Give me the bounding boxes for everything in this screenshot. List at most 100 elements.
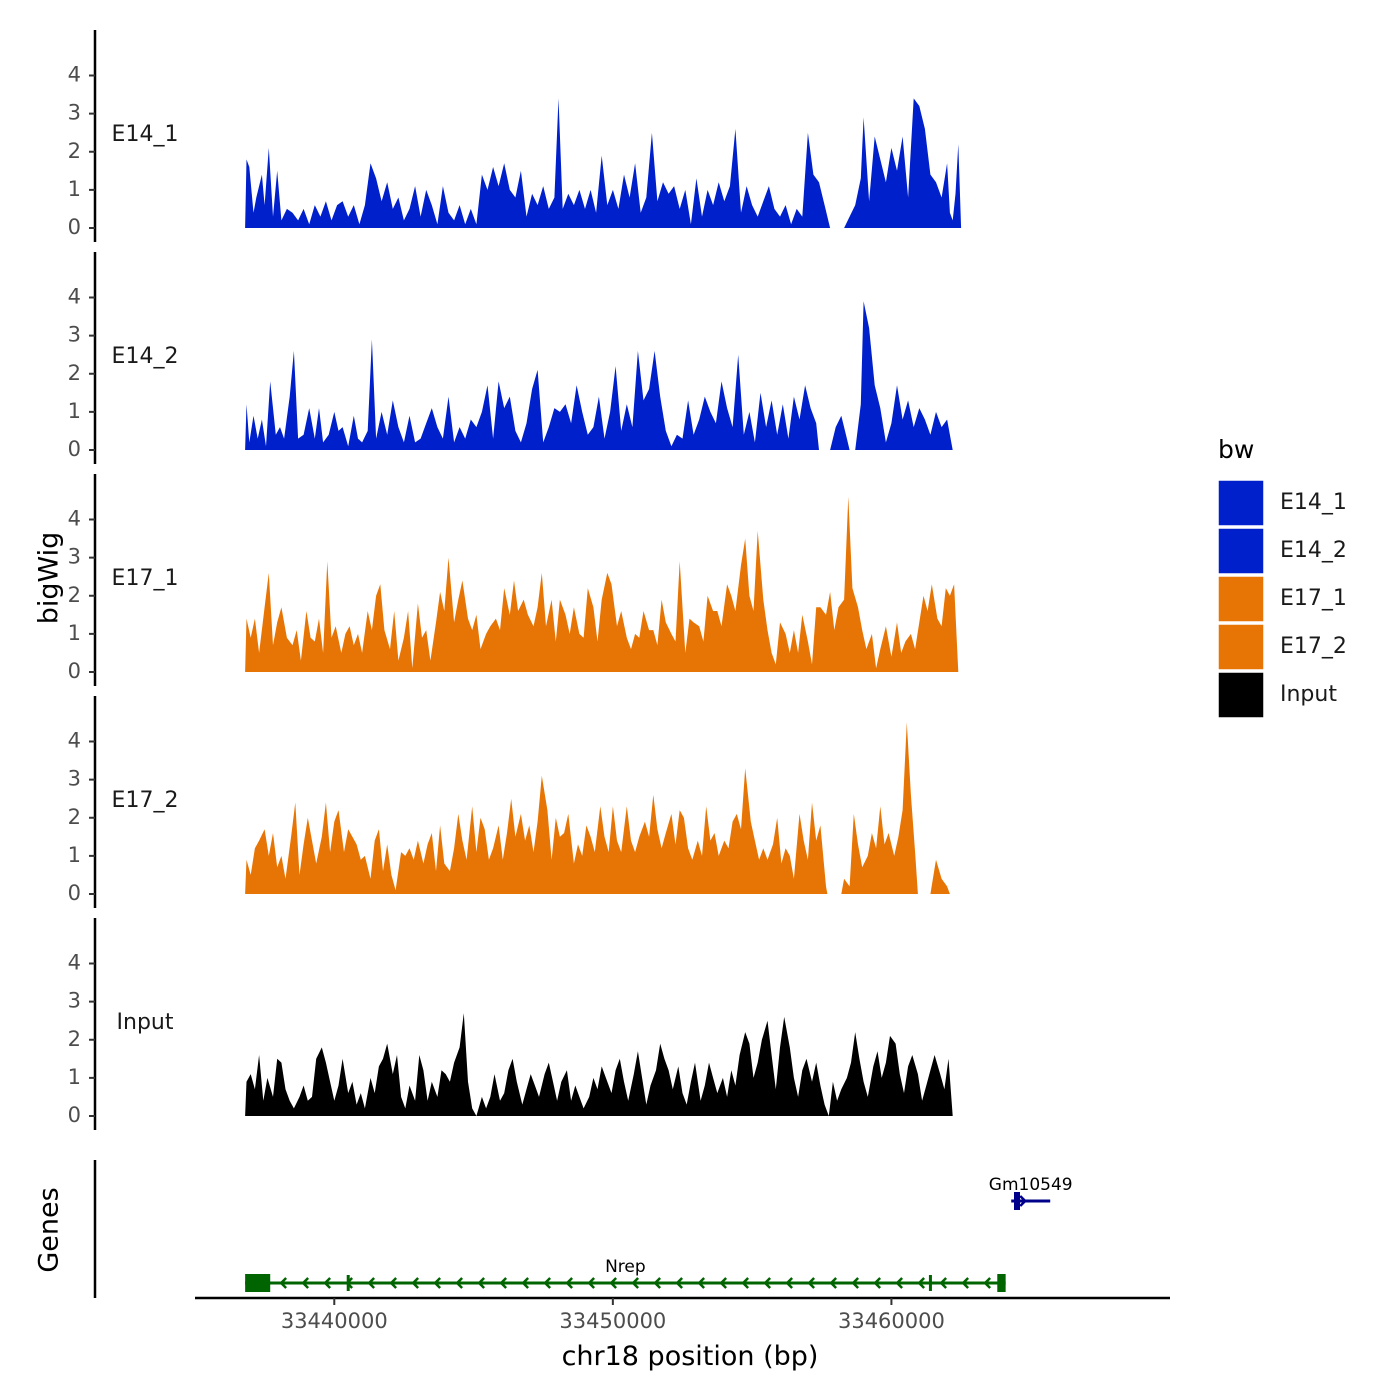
strand-chevron — [587, 1277, 596, 1289]
strand-chevron — [653, 1277, 662, 1289]
y-tick-label: 3 — [68, 989, 81, 1013]
genes-panel: Nrep Gm10549 — [93, 1160, 1073, 1298]
strand-chevron — [609, 1277, 618, 1289]
strand-chevron — [279, 1277, 288, 1289]
strand-chevron — [389, 1277, 398, 1289]
track-panel-E17_2: 0 1 2 3 4 E17_2 — [68, 696, 950, 908]
y-tick-label: 2 — [68, 1027, 81, 1051]
strand-chevron — [763, 1277, 772, 1289]
y-tick-label: 0 — [68, 659, 81, 683]
track-label-Input: Input — [117, 1010, 174, 1035]
strand-chevron — [873, 1277, 882, 1289]
legend-swatch-E14_1 — [1217, 479, 1265, 527]
track-panel-Input: 0 1 2 3 4 Input — [68, 918, 953, 1130]
strand-chevron — [631, 1277, 640, 1289]
y-tick-label: 4 — [68, 951, 81, 975]
y-tick-label: 2 — [68, 139, 81, 163]
legend-label-E14_2: E14_2 — [1280, 538, 1347, 563]
y-tick-label: 1 — [68, 1065, 81, 1089]
track-panel-E17_1: 0 1 2 3 4 E17_1 — [68, 474, 959, 686]
coverage-area-E17_1 — [245, 496, 959, 672]
x-tick-label: 33450000 — [559, 1309, 666, 1333]
y-tick-label: 3 — [68, 101, 81, 125]
y-tick-label: 1 — [68, 843, 81, 867]
coverage-area-E14_2 — [245, 301, 953, 450]
strand-chevron — [565, 1277, 574, 1289]
y-tick-label: 4 — [68, 729, 81, 753]
strand-chevron — [675, 1277, 684, 1289]
track-label-E17_2: E17_2 — [112, 788, 179, 813]
x-tick-label: 33460000 — [838, 1309, 945, 1333]
strand-chevron — [851, 1277, 860, 1289]
gene-exon — [997, 1274, 1006, 1292]
gene-Gm10549: Gm10549 — [989, 1175, 1073, 1210]
genes-axis-title: Genes — [34, 1187, 65, 1272]
legend: bw E14_1 E14_2 E17_1 E17_2 Input — [1217, 435, 1347, 719]
track-panel-E14_1: 0 1 2 3 4 E14_1 — [68, 30, 962, 242]
gene-exon — [1014, 1192, 1020, 1210]
strand-chevron — [543, 1277, 552, 1289]
x-axis: 33440000 33450000 33460000 — [195, 1296, 1170, 1333]
strand-chevron — [785, 1277, 794, 1289]
y-tick-label: 2 — [68, 805, 81, 829]
strand-chevron — [367, 1277, 376, 1289]
y-tick-label: 4 — [68, 63, 81, 87]
legend-label-E17_2: E17_2 — [1280, 634, 1347, 659]
y-tick-label: 0 — [68, 1103, 81, 1127]
strand-chevron — [521, 1277, 530, 1289]
y-tick-label: 2 — [68, 583, 81, 607]
legend-label-E14_1: E14_1 — [1280, 490, 1347, 515]
y-tick-label: 3 — [68, 545, 81, 569]
strand-chevron — [1019, 1195, 1027, 1207]
strand-chevron — [433, 1277, 442, 1289]
x-axis-title: chr18 position (bp) — [562, 1341, 819, 1372]
strand-chevron — [895, 1277, 904, 1289]
strand-chevron — [807, 1277, 816, 1289]
legend-label-Input: Input — [1280, 682, 1337, 707]
strand-chevron — [829, 1277, 838, 1289]
gene-Nrep: Nrep — [245, 1257, 1006, 1292]
y-axis-title: bigWig — [34, 532, 65, 625]
y-tick-label: 4 — [68, 507, 81, 531]
y-tick-label: 3 — [68, 767, 81, 791]
y-tick-label: 2 — [68, 361, 81, 385]
y-tick-label: 0 — [68, 881, 81, 905]
strand-chevron — [961, 1277, 970, 1289]
x-tick-label: 33440000 — [281, 1309, 388, 1333]
gene-label-Gm10549: Gm10549 — [989, 1175, 1073, 1195]
strand-chevron — [741, 1277, 750, 1289]
strand-chevron — [697, 1277, 706, 1289]
strand-chevron — [939, 1277, 948, 1289]
coverage-area-Input — [245, 1013, 953, 1116]
y-tick-label: 0 — [68, 437, 81, 461]
track-panel-E14_2: 0 1 2 3 4 E14_2 — [68, 252, 953, 464]
legend-title: bw — [1218, 435, 1254, 464]
legend-swatch-Input — [1217, 671, 1265, 719]
strand-chevron — [719, 1277, 728, 1289]
strand-chevron — [323, 1277, 332, 1289]
strand-chevron — [301, 1277, 310, 1289]
y-tick-label: 1 — [68, 399, 81, 423]
strand-chevron — [455, 1277, 464, 1289]
strand-chevron — [983, 1277, 992, 1289]
y-tick-label: 4 — [68, 285, 81, 309]
track-label-E14_2: E14_2 — [112, 344, 179, 369]
y-tick-label: 0 — [68, 215, 81, 239]
y-tick-label: 1 — [68, 621, 81, 645]
strand-chevron — [411, 1277, 420, 1289]
strand-chevron — [917, 1277, 926, 1289]
strand-chevron — [477, 1277, 486, 1289]
gene-exon — [245, 1274, 271, 1292]
legend-swatch-E17_2 — [1217, 623, 1265, 671]
legend-swatch-E17_1 — [1217, 575, 1265, 623]
track-panels: 0 1 2 3 4 E14_1 0 1 2 3 4 E14_2 0 1 2 3 4 E17_1 0 1 2 3 4 E17_2… — [68, 30, 962, 1130]
y-tick-label: 3 — [68, 323, 81, 347]
gene-label-Nrep: Nrep — [605, 1257, 646, 1277]
coverage-area-E14_1 — [245, 98, 962, 229]
coverage-area-E17_2 — [245, 722, 950, 894]
track-label-E14_1: E14_1 — [112, 122, 179, 147]
track-label-E17_1: E17_1 — [112, 566, 179, 591]
legend-swatch-E14_2 — [1217, 527, 1265, 575]
y-tick-label: 1 — [68, 177, 81, 201]
